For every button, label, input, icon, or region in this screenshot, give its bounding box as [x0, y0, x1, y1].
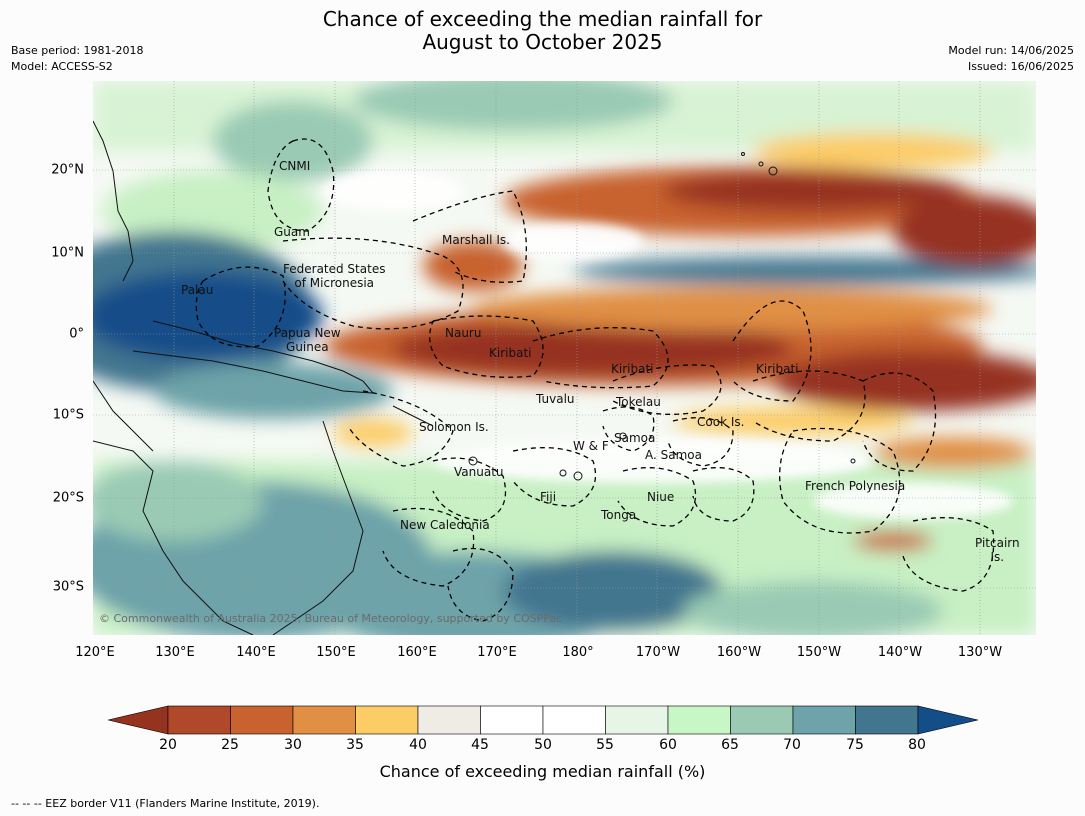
base-period: Base period: 1981-2018 — [11, 44, 144, 57]
colorbar-segment — [355, 705, 419, 735]
map-title: Chance of exceeding the median rainfall … — [0, 8, 1085, 54]
label-palau: Palau — [181, 283, 214, 297]
label-new-caledonia: New Caledonia — [400, 518, 490, 532]
colorbar-low-extension — [108, 705, 169, 735]
lon-label: 130°W — [957, 645, 1003, 660]
eez-borders — [195, 138, 995, 622]
label-cnmi: CNMI — [279, 159, 311, 173]
lon-label: 150°W — [796, 645, 842, 660]
colorbar-segment — [480, 705, 544, 735]
title-line-1: Chance of exceeding the median rainfall … — [322, 7, 763, 31]
colorbar-high-extension — [917, 705, 979, 735]
map-canvas — [93, 81, 1036, 635]
copyright-notice: © Commonwealth of Australia 2025, Bureau… — [99, 612, 563, 625]
lat-label: 10°S — [52, 407, 84, 423]
colorbar-segment — [292, 705, 356, 735]
colorbar-tick: 30 — [284, 737, 302, 753]
meta-right: Model run: 14/06/2025 Issued: 16/06/2025 — [948, 43, 1074, 75]
lat-label: 10°N — [51, 245, 84, 261]
colorbar-segment — [667, 705, 731, 735]
lon-label: 130°E — [155, 645, 195, 660]
graticule — [93, 81, 1036, 635]
colorbar-segment — [730, 705, 794, 735]
colorbar-tick: 50 — [534, 737, 552, 753]
lon-label: 120°E — [75, 645, 115, 660]
colorbar-tick: 35 — [346, 737, 364, 753]
label-micronesia: Federated States of Micronesia — [283, 262, 386, 290]
colorbar-tick: 80 — [908, 737, 926, 753]
colorbar-tick: 40 — [409, 737, 427, 753]
model-name: Model: ACCESS-S2 — [11, 60, 113, 73]
label-kiribati-west: Kiribati — [489, 346, 532, 360]
label-marshall-islands: Marshall Is. — [442, 233, 510, 247]
label-solomon-islands: Solomon Is. — [419, 420, 489, 434]
lat-label: 20°S — [52, 490, 84, 506]
label-wallis-futuna: W & F — [573, 439, 609, 453]
colorbar-label: Chance of exceeding median rainfall (%) — [379, 762, 706, 781]
label-niue: Niue — [647, 490, 675, 504]
lat-label: 30°S — [52, 579, 84, 595]
lon-label: 180° — [562, 645, 594, 660]
colorbar-tick: 20 — [159, 737, 177, 753]
colorbar-segment — [605, 705, 669, 735]
label-kiribati-central: Kiribati — [611, 362, 654, 376]
colorbar-tick: 70 — [783, 737, 801, 753]
colorbar-segment — [167, 705, 231, 735]
lat-label: 20°N — [51, 162, 84, 178]
coastlines — [93, 120, 434, 635]
lon-label: 140°W — [877, 645, 923, 660]
label-american-samoa: A. Samoa — [645, 448, 702, 462]
colorbar-tick: 45 — [471, 737, 489, 753]
label-papua-new-guinea: Papua New Guinea — [274, 326, 341, 354]
colorbar-tick: 65 — [721, 737, 739, 753]
colorbar-segment — [417, 705, 481, 735]
label-tuvalu: Tuvalu — [536, 392, 575, 406]
label-pitcairn: Pitcairn Is. — [975, 536, 1020, 564]
label-cook-islands: Cook Is. — [697, 415, 745, 429]
colorbar-tick: 60 — [659, 737, 677, 753]
lon-label: 170°W — [635, 645, 681, 660]
rainfall-map: CNMI Guam Marshall Is. Federated States … — [93, 81, 1036, 635]
label-tokelau: Tokelau — [616, 395, 661, 409]
islands — [468, 152, 856, 481]
lon-label: 150°E — [316, 645, 356, 660]
label-french-polynesia: French Polynesia — [805, 479, 906, 493]
label-tonga: Tonga — [601, 508, 637, 522]
lon-label: 160°E — [397, 645, 437, 660]
eez-footnote: -- -- -- EEZ border V11 (Flanders Marine… — [11, 797, 320, 810]
label-samoa: Samoa — [614, 431, 656, 445]
label-vanuatu: Vanuatu — [454, 465, 504, 479]
colorbar-tick: 55 — [596, 737, 614, 753]
lon-label: 160°W — [716, 645, 762, 660]
lon-label: 140°E — [236, 645, 276, 660]
colorbar-segment — [792, 705, 856, 735]
colorbar-segment — [542, 705, 606, 735]
white-neutral-zones — [323, 171, 1013, 519]
label-kiribati-east: Kiribati — [756, 362, 799, 376]
label-fiji: Fiji — [540, 490, 557, 504]
colorbar — [108, 705, 979, 735]
colorbar-tick: 25 — [221, 737, 239, 753]
colorbar-segment — [855, 705, 919, 735]
title-line-2: August to October 2025 — [422, 30, 663, 54]
lat-label: 0° — [69, 326, 84, 342]
label-nauru: Nauru — [445, 326, 482, 340]
label-guam: Guam — [274, 225, 310, 239]
meta-left: Base period: 1981-2018 Model: ACCESS-S2 — [11, 43, 143, 75]
issued-date: Issued: 16/06/2025 — [967, 60, 1074, 73]
lon-label: 170°E — [477, 645, 517, 660]
colorbar-segment — [230, 705, 294, 735]
model-run: Model run: 14/06/2025 — [948, 44, 1074, 57]
colorbar-tick: 75 — [846, 737, 864, 753]
